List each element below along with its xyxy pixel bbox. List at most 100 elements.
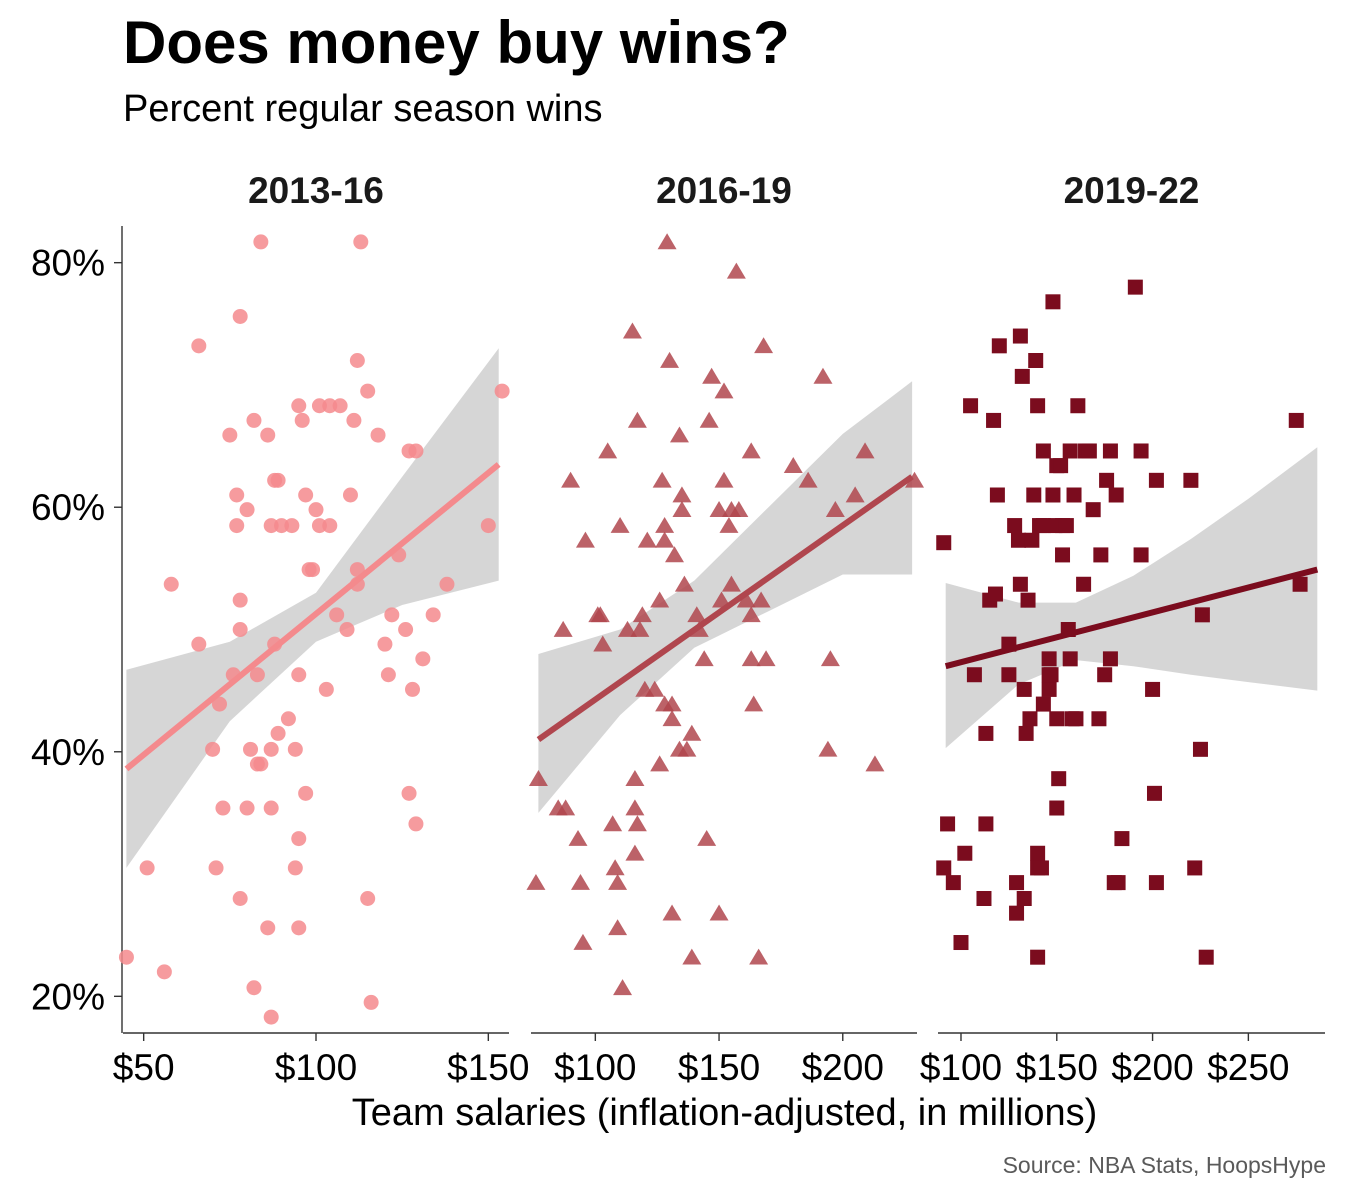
data-point — [1055, 547, 1071, 563]
data-point — [263, 800, 279, 816]
data-point — [1127, 279, 1143, 295]
data-point — [1045, 487, 1061, 503]
confidence-band — [538, 381, 913, 813]
data-point — [553, 620, 573, 637]
data-point — [1018, 725, 1034, 741]
data-point — [729, 501, 749, 518]
data-point — [208, 860, 224, 876]
data-point — [332, 398, 348, 414]
data-point — [749, 948, 769, 965]
panel-2013-16: 2013-16 $50 $100 $150 — [113, 170, 530, 1088]
data-point — [311, 518, 327, 534]
data-point — [568, 829, 588, 846]
data-point — [118, 949, 134, 965]
data-point — [622, 322, 642, 339]
data-point — [1014, 368, 1030, 384]
data-point — [905, 471, 925, 488]
facet-title: 2016-19 — [656, 170, 792, 211]
data-point — [156, 964, 172, 980]
data-point — [1058, 518, 1074, 534]
x-tick-label: $200 — [802, 1047, 884, 1088]
data-point — [697, 829, 717, 846]
facet-title: 2019-22 — [1064, 170, 1200, 211]
x-axis-label: Team salaries (inflation-adjusted, in mi… — [351, 1092, 1098, 1134]
data-point — [222, 427, 238, 443]
data-point — [243, 741, 259, 757]
data-point — [1133, 443, 1149, 459]
data-point — [650, 755, 670, 772]
data-point — [1051, 771, 1067, 787]
x-tick-label: $150 — [447, 1047, 529, 1088]
data-point — [163, 576, 179, 592]
data-point — [291, 398, 307, 414]
data-point — [380, 667, 396, 683]
data-point — [270, 472, 286, 488]
data-point — [1068, 711, 1084, 727]
data-point — [825, 501, 845, 518]
data-point — [672, 501, 692, 518]
data-point — [274, 518, 290, 534]
data-point — [632, 606, 652, 623]
x-tick-label: $150 — [1016, 1047, 1098, 1088]
confidence-band — [945, 447, 1318, 749]
data-point — [845, 486, 865, 503]
facet-scatter-chart: 20% 40% 60% 80% 2013-16 $50 $100 $150 2016-19 $… — [31, 170, 1325, 1088]
data-point — [1010, 532, 1026, 548]
data-point — [260, 427, 276, 443]
data-point — [1016, 681, 1032, 697]
data-point — [1133, 547, 1149, 563]
data-point — [1292, 576, 1308, 592]
data-point — [263, 1009, 279, 1025]
y-tick-label: 40% — [31, 732, 105, 773]
data-point — [239, 800, 255, 816]
data-point — [709, 904, 729, 921]
data-point — [360, 891, 376, 906]
data-point — [976, 891, 992, 906]
panel-2019-22: 2019-22 $100 $150 $200 $250 — [920, 170, 1325, 1088]
data-point — [741, 606, 761, 623]
data-point — [818, 740, 838, 757]
data-point — [349, 353, 365, 368]
data-point — [561, 471, 581, 488]
data-point — [405, 681, 420, 697]
data-point — [1062, 651, 1078, 667]
data-point — [627, 815, 647, 832]
data-point — [1102, 443, 1118, 459]
data-point — [384, 607, 400, 623]
data-point — [989, 487, 1005, 503]
data-point — [756, 650, 776, 667]
data-point — [1093, 547, 1109, 563]
data-point — [1035, 696, 1051, 712]
data-point — [672, 486, 692, 503]
panel-2016-19: 2016-19 $100 $150 $200 — [526, 170, 925, 1088]
data-point — [346, 412, 362, 428]
data-point — [978, 725, 994, 741]
data-point — [991, 338, 1007, 354]
data-point — [249, 667, 265, 683]
data-point — [415, 651, 431, 667]
data-point — [322, 398, 338, 414]
data-point — [855, 442, 875, 459]
chart-subtitle: Percent regular season wins — [123, 88, 603, 130]
data-point — [1148, 875, 1164, 891]
data-point — [305, 562, 321, 578]
data-point — [1007, 518, 1023, 534]
data-point — [215, 800, 231, 816]
data-point — [1009, 875, 1025, 891]
data-point — [408, 443, 424, 459]
data-point — [408, 816, 424, 832]
data-point — [573, 933, 593, 950]
source-caption: Source: NBA Stats, HoopsHype — [1002, 1152, 1326, 1178]
data-point — [719, 516, 739, 533]
data-point — [610, 516, 630, 533]
data-point — [662, 710, 682, 727]
data-point — [754, 337, 774, 354]
data-point — [232, 592, 248, 608]
x-tick-label: $200 — [1111, 1047, 1193, 1088]
data-point — [1012, 328, 1028, 344]
data-point — [1049, 800, 1065, 816]
data-point — [291, 920, 307, 936]
data-point — [308, 502, 324, 518]
data-point — [1081, 443, 1097, 459]
data-point — [813, 367, 833, 384]
